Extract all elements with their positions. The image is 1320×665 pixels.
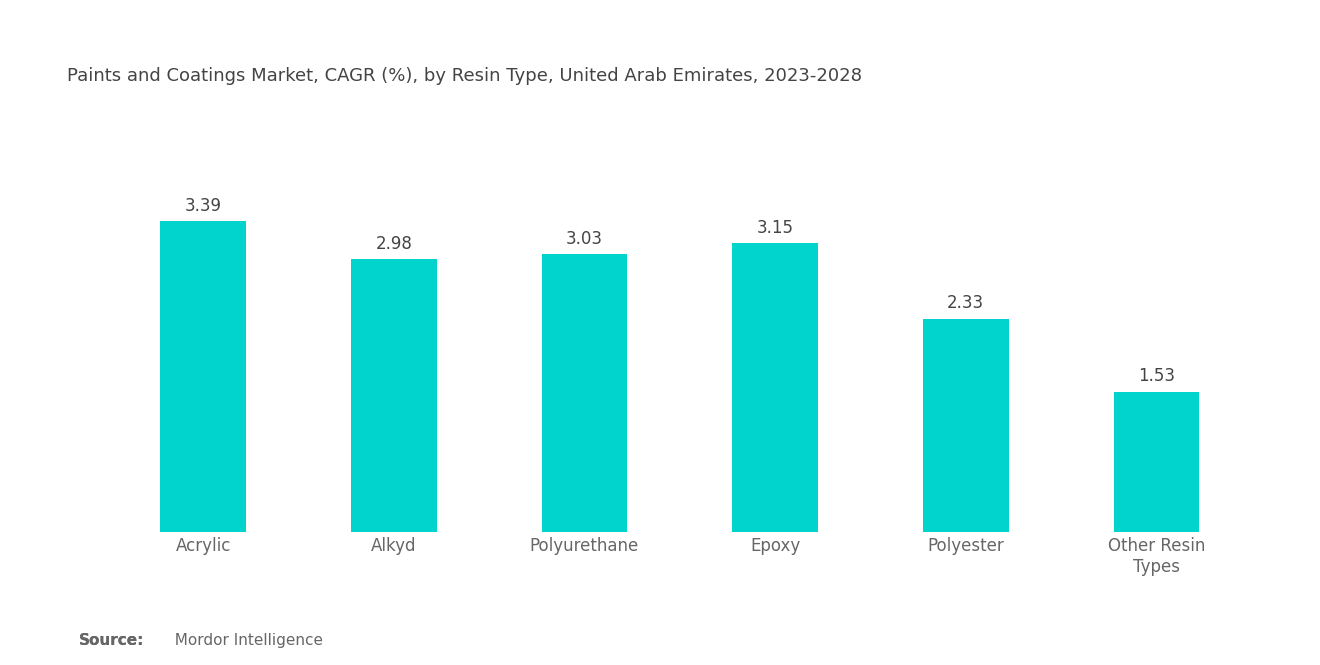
Text: Source:: Source: xyxy=(79,633,145,648)
Bar xyxy=(160,221,246,532)
Bar xyxy=(1114,392,1200,532)
Bar xyxy=(541,255,627,532)
Text: 3.03: 3.03 xyxy=(566,230,603,248)
Text: 3.15: 3.15 xyxy=(756,219,793,237)
Text: 3.39: 3.39 xyxy=(185,197,222,215)
Text: 2.33: 2.33 xyxy=(948,294,985,312)
Text: Mordor Intelligence: Mordor Intelligence xyxy=(165,633,323,648)
Bar xyxy=(923,319,1008,532)
Text: 1.53: 1.53 xyxy=(1138,367,1175,386)
Text: 2.98: 2.98 xyxy=(375,235,412,253)
Text: Paints and Coatings Market, CAGR (%), by Resin Type, United Arab Emirates, 2023-: Paints and Coatings Market, CAGR (%), by… xyxy=(67,66,862,85)
Bar xyxy=(733,243,818,532)
Text: Source:: Source: xyxy=(79,633,145,648)
Bar xyxy=(351,259,437,532)
Text: Source:  Mordor Intelligence: Source: Mordor Intelligence xyxy=(79,633,296,648)
